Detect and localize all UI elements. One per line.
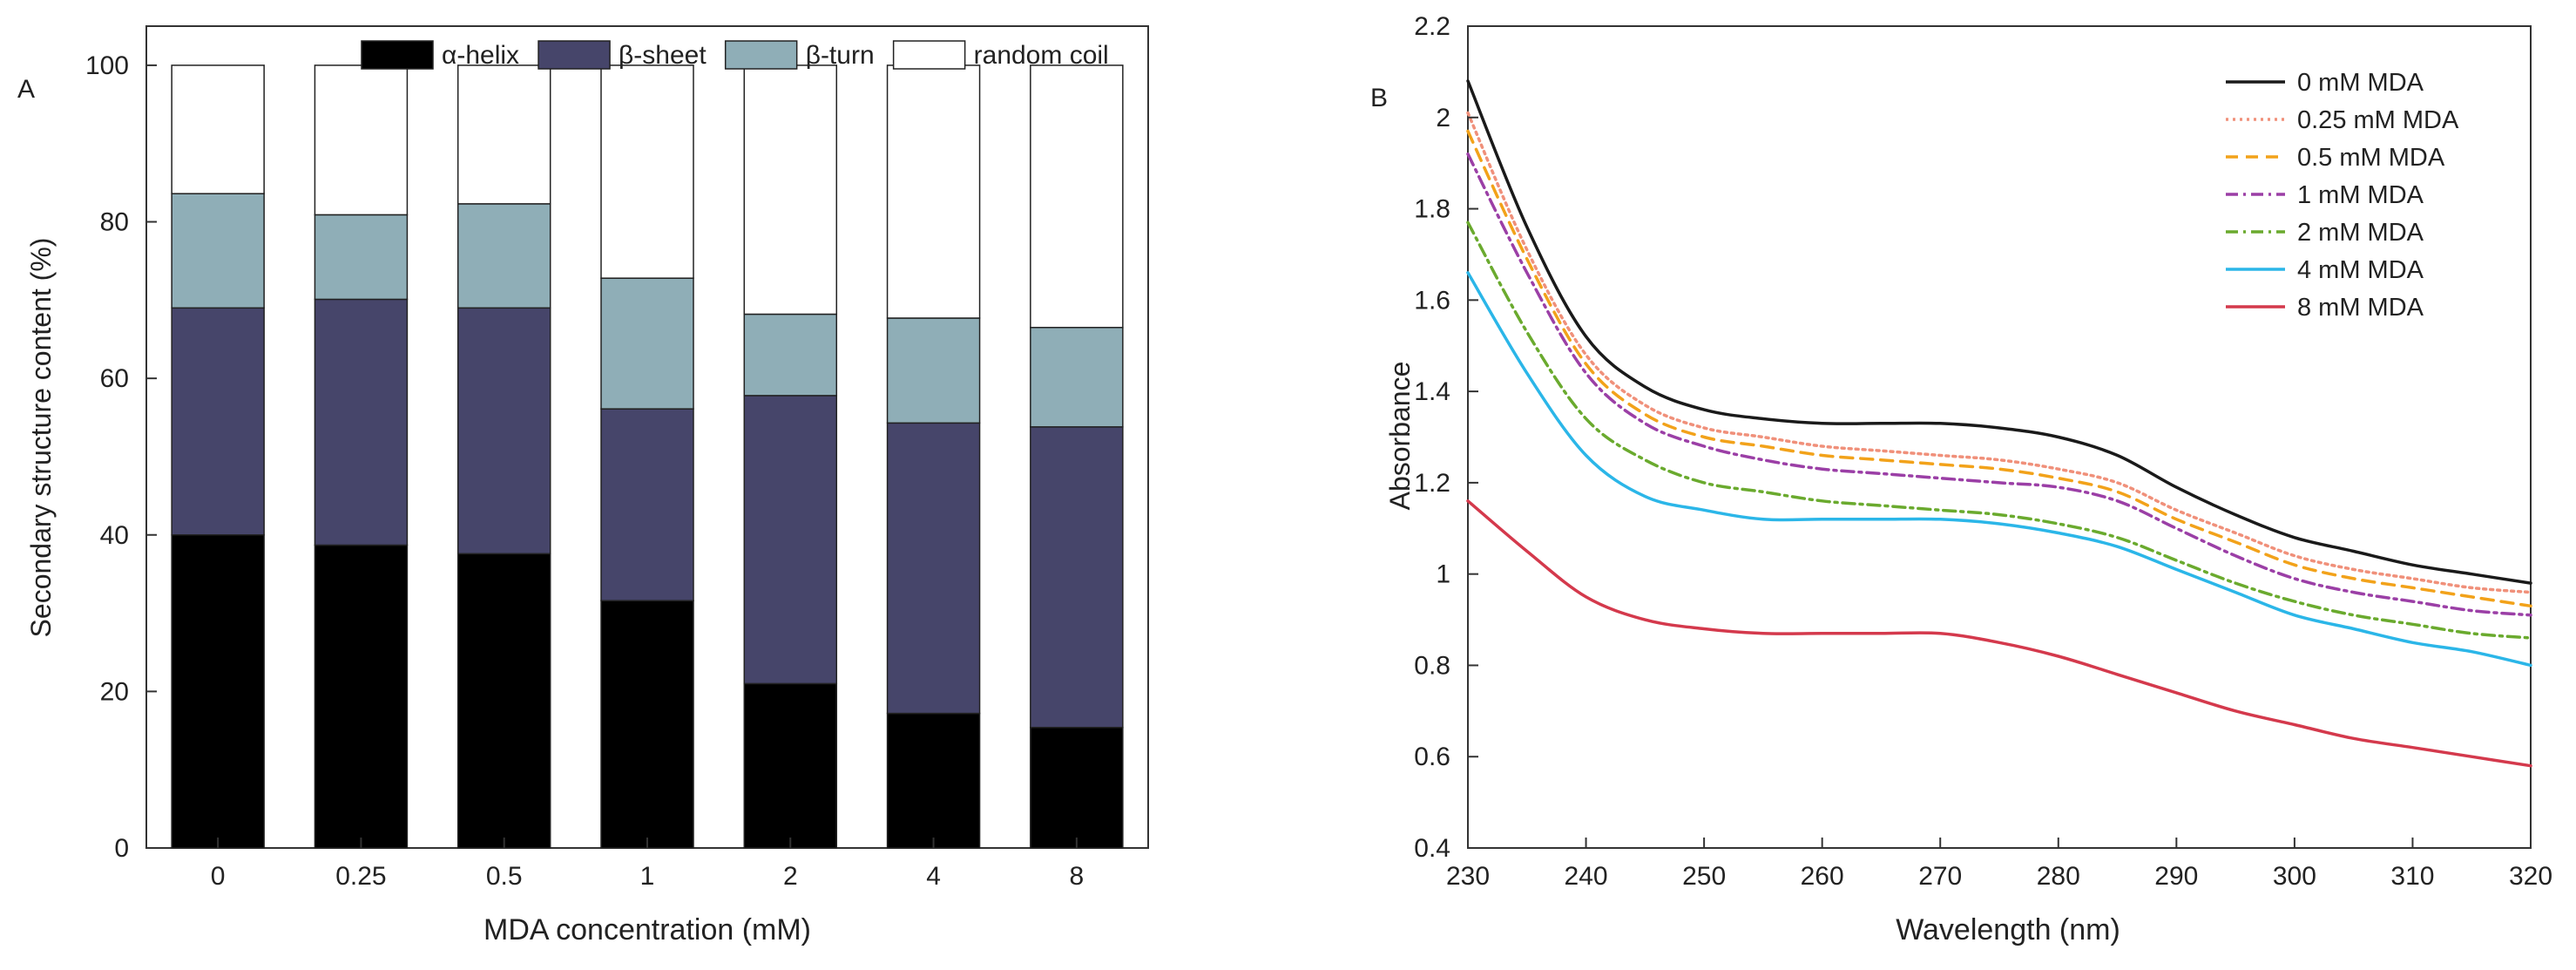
panel-b-x-tick-label: 250 [1682,862,1726,891]
panel-a-y-tick-label: 40 [100,521,129,550]
bar-segment-turn-5 [886,317,981,424]
panel-b-legend-label: 2 mM MDA [2297,219,2424,247]
panel-b-y-axis-label: Absorbance [1384,362,1416,511]
bar-segment-sheet-6 [1030,426,1124,729]
panel-a-y-tick-label: 60 [100,364,129,393]
panel-a-legend-label: random coil [974,41,1109,70]
bar-segment-turn-2 [456,203,551,309]
bar-segment-helix-0 [171,534,265,849]
panel-a-label: A [17,75,35,104]
panel-b-y-tick-label: 1 [1436,560,1450,589]
panel-b-x-tick-label: 240 [1565,862,1608,891]
panel-a-y-axis-label: Secondary structure content (%) [25,238,57,638]
bar-segment-random-coil-0 [171,64,265,194]
bar-segment-sheet-2 [456,307,551,555]
bar-segment-turn-0 [171,193,265,309]
panel-b-x-tick-label: 310 [2390,862,2434,891]
series-line-4-mm-mda [1466,271,2532,668]
bar-segment-turn-3 [600,277,694,410]
panel-a-legend-label: β-turn [806,41,875,70]
bar-segment-helix-6 [1030,726,1124,849]
panel-b-y-tick-label: 0.8 [1414,651,1450,680]
panel-a-y-tick-label: 20 [100,677,129,706]
bar-segment-turn-4 [743,313,838,397]
bar-segment-random-coil-5 [886,64,981,319]
panel-a-y-tick-label: 80 [100,208,129,237]
bar-segment-helix-5 [886,712,981,849]
panel-a-x-tick-label: 0 [211,862,226,891]
panel-a-x-tick-label: 0.25 [335,862,386,891]
series-line-1-mm-mda [1466,152,2532,617]
panel-b-legend-label: 0.5 mM MDA [2297,144,2445,172]
panel-b-y-tick-label: 2 [1436,104,1450,132]
series-line-0-mm-mda [1466,79,2532,585]
panel-b-line-chart: B 0.4 0.6 0.8 1 1.2 1.4 1.6 1.8 2 2.2 230 240 250 26… [1370,12,2552,946]
bar-segment-helix-4 [743,682,838,849]
panel-a-x-tick-label: 2 [783,862,798,891]
panel-a-legend-swatch [361,40,434,70]
panel-b-y-tick-label: 1.8 [1414,195,1450,224]
bar-segment-random-coil-2 [456,64,551,205]
series-line-2-mm-mda [1466,220,2532,640]
panel-a-x-tick-label: 4 [926,862,941,891]
panel-b-legend-label: 0.25 mM MDA [2297,106,2459,134]
bar-segment-turn-6 [1030,327,1124,428]
panel-b-x-tick-label: 290 [2154,862,2198,891]
panel-b-x-axis-label: Wavelength (nm) [1896,913,2120,946]
panel-b-plot-frame [1467,25,2532,849]
panel-b-x-tick-label: 300 [2273,862,2316,891]
bar-segment-sheet-0 [171,307,265,536]
panel-b-legend-label: 8 mM MDA [2297,294,2424,322]
bar-segment-helix-3 [600,600,694,849]
panel-a-legend-label: β-sheet [619,41,707,70]
bar-segment-random-coil-4 [743,64,838,315]
panel-a-x-tick-label: 8 [1070,862,1085,891]
bar-segment-random-coil-1 [314,64,409,216]
series-line-0-25-mm-mda [1466,111,2532,594]
panel-b-y-tick-label: 1.4 [1414,377,1450,406]
panel-a-legend-swatch [538,40,611,70]
series-line-8-mm-mda [1466,499,2532,768]
panel-b-x-tick-label: 230 [1446,862,1490,891]
panel-a-y-tick-label: 0 [114,834,129,863]
panel-b-legend-label: 0 mM MDA [2297,69,2424,97]
panel-b-y-tick-label: 0.6 [1414,743,1450,771]
bar-segment-helix-1 [314,544,409,849]
bar-segment-turn-1 [314,214,409,301]
panel-b-y-tick-label: 0.4 [1414,834,1450,863]
panel-b-x-tick-label: 260 [1801,862,1844,891]
bar-segment-sheet-5 [886,422,981,715]
panel-b-legend-label: 1 mM MDA [2297,181,2424,209]
panel-b-x-tick-label: 270 [1918,862,1962,891]
panel-a-legend-swatch [724,40,798,70]
panel-a-stacked-bar-chart: A 0 20 40 60 80 100 0 0.25 0.5 1 2 4 8 α-helix β-she… [17,25,1149,946]
panel-a-legend-label: α-helix [442,41,519,70]
bar-segment-sheet-1 [314,298,409,546]
panel-b-y-tick-label: 1.6 [1414,286,1450,315]
panel-b-y-tick-label: 2.2 [1414,12,1450,41]
panel-b-legend-label: 4 mM MDA [2297,256,2424,284]
panel-b-label: B [1370,84,1388,112]
panel-a-y-tick-label: 100 [85,51,129,80]
bar-segment-random-coil-6 [1030,64,1124,329]
panel-a-legend-swatch [892,40,966,70]
panel-a-x-tick-label: 1 [640,862,655,891]
panel-b-x-tick-label: 280 [2037,862,2080,891]
bar-segment-sheet-4 [743,395,838,685]
panel-a-x-axis-label: MDA concentration (mM) [483,913,811,946]
panel-a-x-tick-label: 0.5 [486,862,523,891]
series-line-0-5-mm-mda [1466,129,2532,608]
bar-segment-sheet-3 [600,408,694,601]
panel-b-x-tick-label: 320 [2509,862,2552,891]
bar-segment-helix-2 [456,553,551,849]
panel-b-y-tick-label: 1.2 [1414,469,1450,498]
bar-segment-random-coil-3 [600,64,694,279]
